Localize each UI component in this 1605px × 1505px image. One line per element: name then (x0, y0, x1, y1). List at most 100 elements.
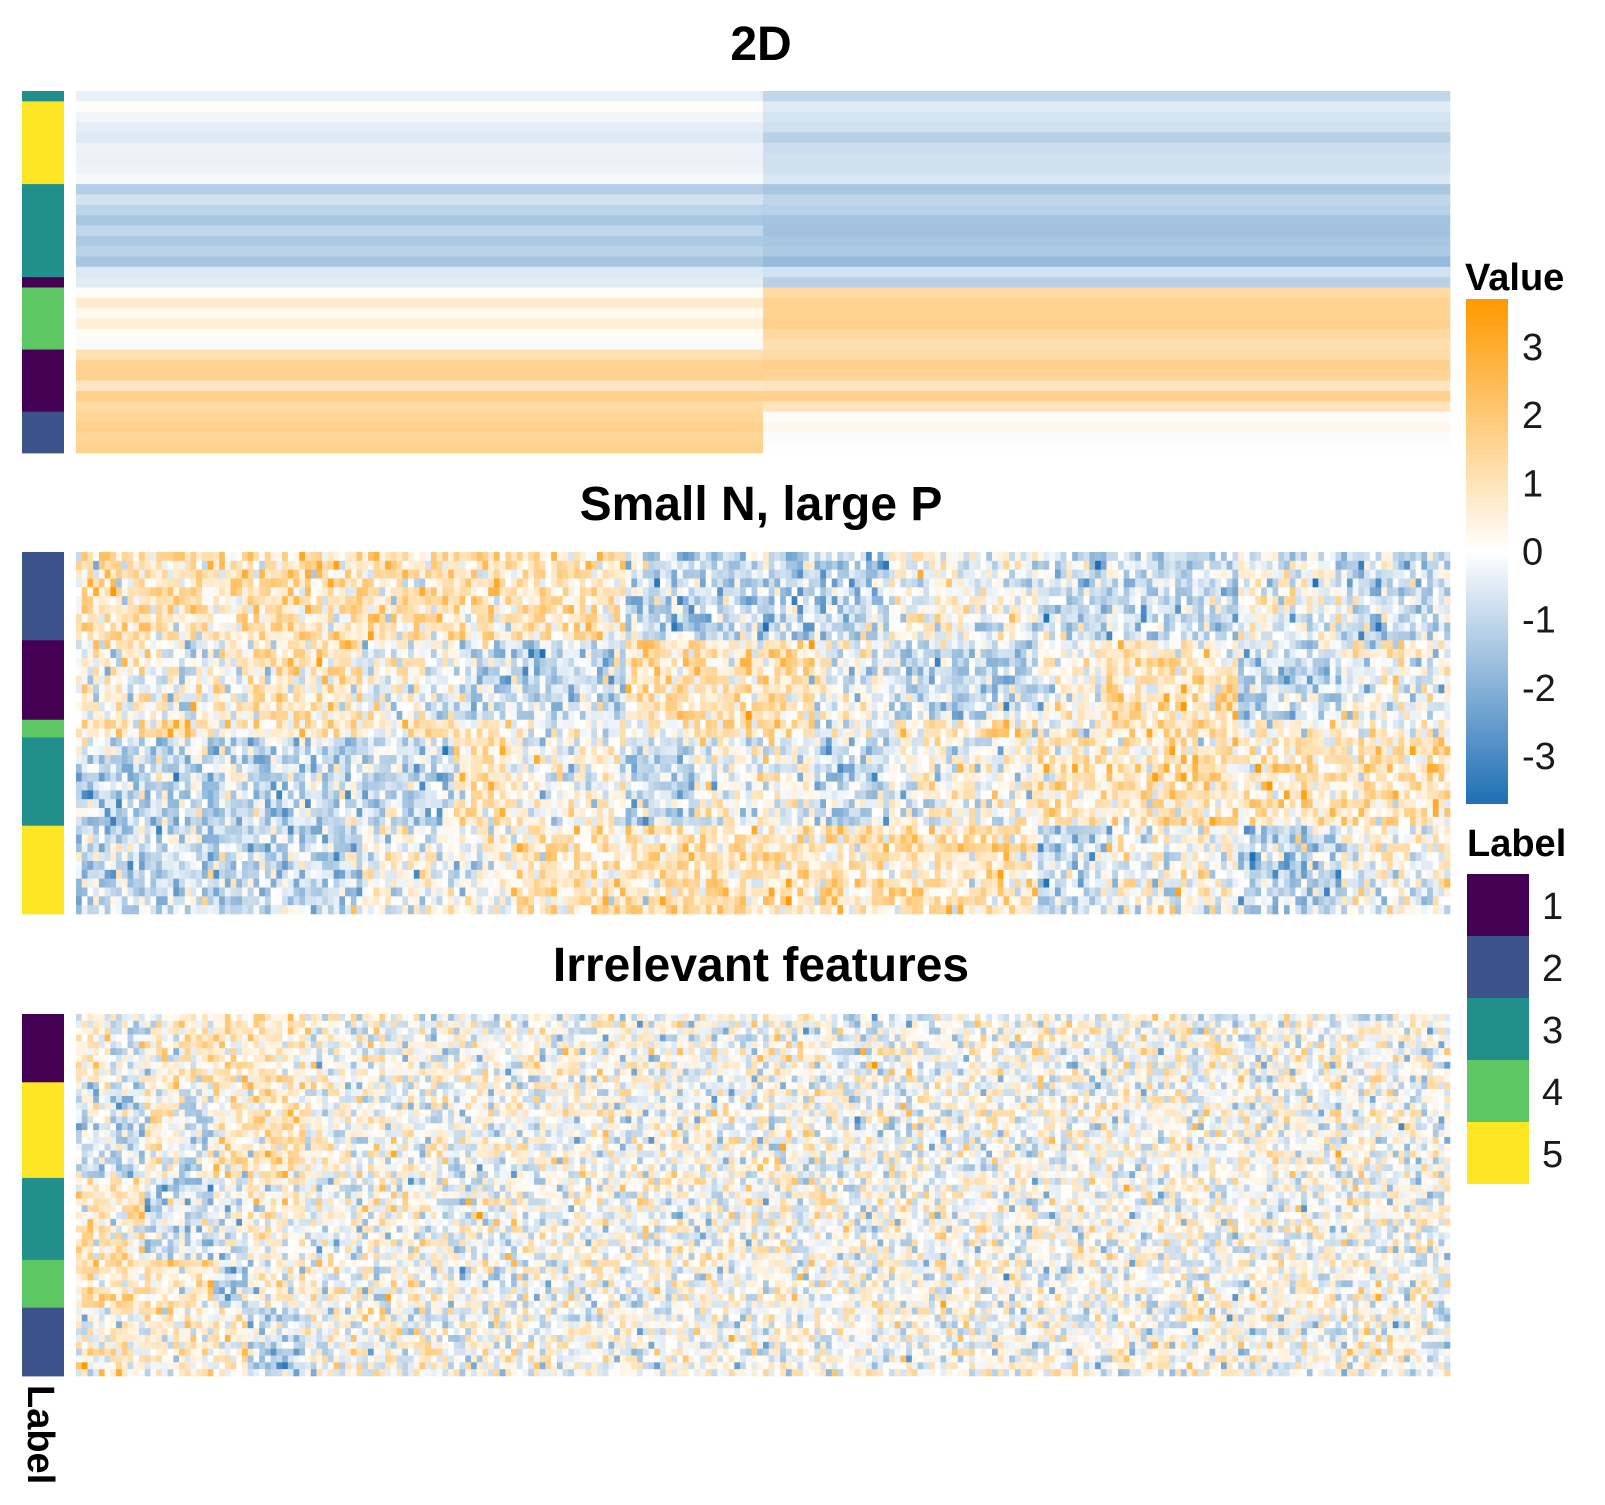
heatmap-cell (408, 569, 415, 579)
heatmap-cell (1049, 684, 1056, 694)
heatmap-cell (488, 569, 495, 579)
heatmap-cell (803, 622, 810, 632)
heatmap-cell (940, 684, 947, 694)
heatmap-cell (516, 613, 523, 623)
heatmap-cell (213, 569, 220, 579)
heatmap-cell (253, 666, 260, 676)
heatmap-cell (1324, 622, 1331, 632)
heatmap-cell (287, 657, 294, 668)
heatmap-cell (1117, 710, 1124, 721)
heatmap-cell (1014, 578, 1021, 588)
heatmap-cell (1318, 649, 1325, 659)
heatmap-cell (1066, 693, 1073, 703)
heatmap-cell (133, 578, 140, 588)
heatmap-cell (1003, 552, 1010, 562)
heatmap-cell (76, 710, 83, 721)
heatmap-cell (1100, 578, 1107, 588)
heatmap-cell (179, 719, 186, 729)
heatmap-cell (144, 569, 151, 579)
heatmap-cell (579, 666, 586, 676)
heatmap-cell (453, 666, 460, 676)
heatmap-cell (276, 640, 283, 650)
heatmap-cell (76, 649, 83, 659)
heatmap-cell (1352, 578, 1359, 588)
heatmap-cell (1003, 666, 1010, 676)
heatmap-cell (1089, 675, 1096, 685)
heatmap-cell (545, 587, 552, 597)
heatmap-cell (631, 649, 638, 659)
heatmap-cell (110, 649, 117, 659)
heatmap-cell (76, 666, 83, 676)
heatmap-cell (1415, 684, 1422, 694)
heatmap-cell (1232, 604, 1239, 615)
heatmap-cell (768, 613, 775, 623)
heatmap-cell (740, 684, 747, 694)
heatmap-cell (436, 693, 443, 703)
heatmap-cell (81, 631, 88, 641)
heatmap-cell (1169, 569, 1176, 579)
heatmap-cell (207, 640, 214, 650)
heatmap-cell (87, 702, 94, 712)
heatmap-cell (814, 613, 821, 623)
heatmap-cell (293, 569, 300, 579)
heatmap-cell (848, 719, 855, 729)
heatmap-cell (579, 604, 586, 615)
heatmap-cell (1226, 587, 1233, 597)
heatmap-cell (1072, 719, 1079, 729)
heatmap-cell (173, 560, 180, 570)
heatmap-cell (682, 693, 689, 703)
heatmap-cell (848, 631, 855, 641)
heatmap-cell (843, 622, 850, 632)
heatmap-cell (763, 693, 770, 703)
heatmap-cell (579, 560, 586, 570)
heatmap-cell (1358, 649, 1365, 659)
heatmap-cell (1158, 649, 1165, 659)
heatmap-cell (1432, 666, 1439, 676)
heatmap-cell (1123, 666, 1130, 676)
heatmap-cell (1009, 578, 1016, 588)
heatmap-cell (625, 569, 632, 579)
heatmap-cell (940, 675, 947, 685)
heatmap-cell (894, 657, 901, 668)
heatmap-cell (854, 604, 861, 615)
heatmap-cell (900, 552, 907, 562)
heatmap-cell (1444, 622, 1451, 632)
heatmap-cell (339, 596, 346, 606)
heatmap-cell (751, 596, 758, 606)
heatmap-cell (1295, 702, 1302, 712)
heatmap-cell (459, 552, 466, 562)
heatmap-cell (1289, 649, 1296, 659)
heatmap-cell (1186, 631, 1193, 641)
heatmap-cell (396, 702, 403, 712)
heatmap-cell (637, 719, 644, 729)
heatmap-cell (740, 640, 747, 650)
heatmap-cell (1306, 693, 1313, 703)
heatmap-cell (665, 569, 672, 579)
heatmap-cell (282, 640, 289, 650)
heatmap-cell (1135, 613, 1142, 623)
heatmap-cell (1272, 631, 1279, 641)
heatmap-cell (179, 693, 186, 703)
heatmap-cell (1283, 552, 1290, 562)
heatmap-cell (740, 622, 747, 632)
heatmap-cell (1129, 560, 1136, 570)
heatmap-cell (190, 702, 197, 712)
heatmap-cell (98, 719, 105, 729)
heatmap-cell (906, 710, 913, 721)
heatmap-cell (814, 675, 821, 685)
heatmap-cell (1009, 702, 1016, 712)
heatmap-cell (608, 693, 615, 703)
heatmap-cell (516, 728, 523, 738)
heatmap-cell (1158, 569, 1165, 579)
heatmap-cell (608, 604, 615, 615)
heatmap-cell (1392, 710, 1399, 721)
heatmap-cell (1261, 622, 1268, 632)
heatmap-cell (167, 631, 174, 641)
heatmap-cell (871, 552, 878, 562)
heatmap-cell (585, 604, 592, 615)
heatmap-cell (1364, 693, 1371, 703)
heatmap-cell (1112, 640, 1119, 650)
heatmap-cell (1346, 684, 1353, 694)
heatmap-cell (974, 675, 981, 685)
heatmap-cell (224, 649, 231, 659)
